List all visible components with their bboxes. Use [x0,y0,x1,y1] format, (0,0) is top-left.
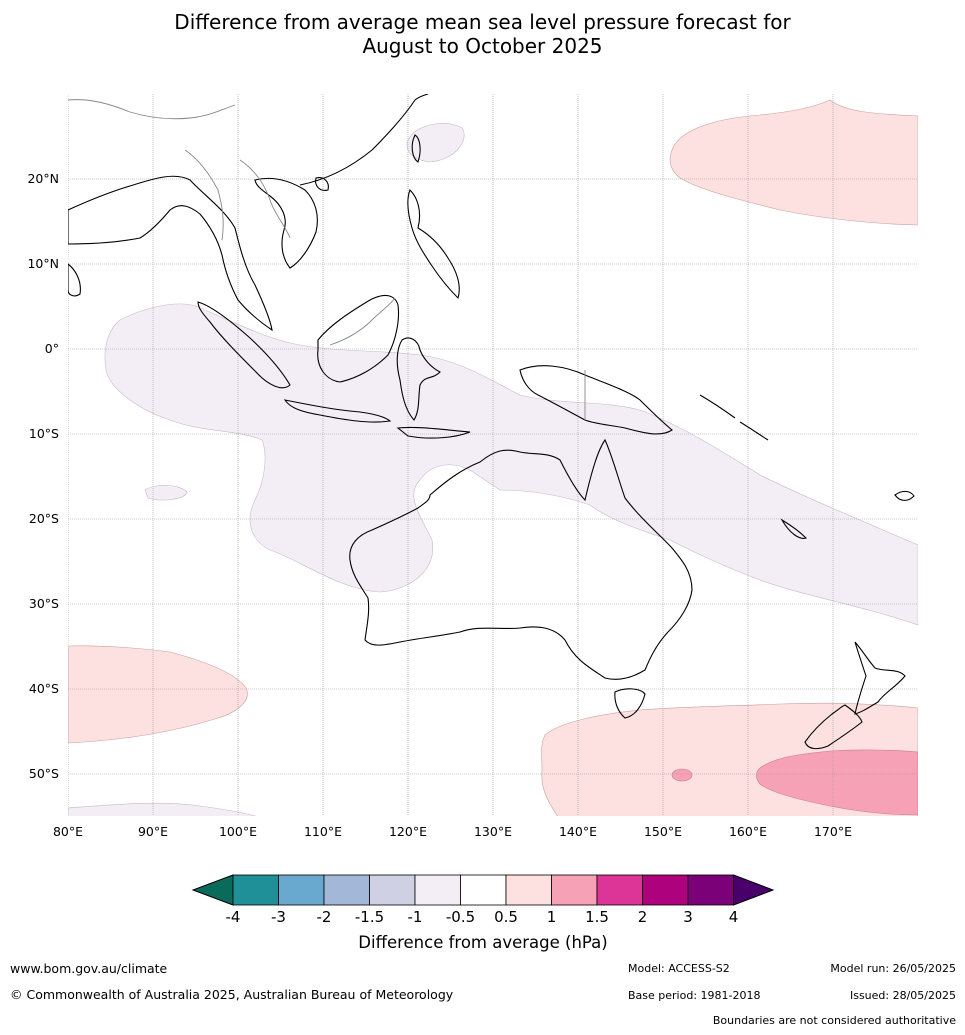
colorbar-swatch [232,874,279,906]
longitude-label: 150°E [644,824,682,839]
pressure-region-pink-northeast [669,99,918,226]
pressure-region-light-purple-tropics [104,303,918,626]
china-coast-outline [299,94,429,186]
australia-outline [349,438,693,680]
colorbar-swatch [460,874,507,906]
longitude-label: 120°E [389,824,427,839]
sri-lanka-outline [68,263,81,297]
colorbar-swatch [596,874,643,906]
boundary-myanmar-thailand [184,149,224,241]
footer-base-period: Base period: 1981-2018 [628,989,761,1002]
coastlines [68,94,915,750]
new-zealand-south-outline [804,704,863,750]
tasmania-outline [614,688,646,719]
pressure-region-pink-strong-southeast [755,749,918,816]
colorbar-swatch [369,874,416,906]
colorbar-tick-label: -3 [271,908,286,926]
fiji-outline [894,490,915,501]
title-line-1: Difference from average mean sea level p… [174,10,791,34]
footer-copyright: © Commonwealth of Australia 2025, Austra… [10,987,454,1002]
anomaly-regions [68,99,918,816]
latitude-label: 10°S [29,426,59,441]
longitude-label: 160°E [729,824,767,839]
title-line-2: August to October 2025 [362,34,603,58]
hainan-outline [315,177,329,191]
boundary-himalaya [68,99,236,120]
colorbar-tick-label: -2 [317,908,332,926]
colorbar-title: Difference from average (hPa) [358,933,607,952]
footer-website[interactable]: www.bom.gov.au/climate [10,961,168,976]
latitude-label: 0° [45,341,59,356]
java-outline [283,399,392,423]
colorbar-tick-label: 4 [729,908,739,926]
colorbar-tick-label: -4 [226,908,241,926]
colorbar-swatch [414,874,461,906]
colorbar-swatch [687,874,734,906]
borneo-outline [317,294,400,383]
new-caledonia-outline [780,518,808,539]
longitude-labels: 80°E 90°E 100°E 110°E 120°E 130°E 140°E 150°E 16… [53,824,852,839]
latitude-label: 20°S [29,511,59,526]
latitude-label: 50°S [29,766,59,781]
colorbar-tick-label: 1.5 [585,908,609,926]
colorbar-tick-label: -0.5 [446,908,475,926]
solomon-islands-outline [699,394,769,441]
boundary-borneo [329,297,396,346]
colorbar-swatch [505,874,552,906]
colorbar-swatch [278,874,325,906]
boundary-laos-vietnam [239,159,291,239]
colorbar-tick-label: 2 [638,908,648,926]
colorbar-tick-label: -1.5 [355,908,384,926]
lesser-sunda-islands-outline [396,426,471,439]
latitude-label: 30°S [29,596,59,611]
footer-issued: Issued: 28/05/2025 [849,989,956,1002]
map-plot-area [68,94,918,816]
colorbar-arrow-high [733,874,775,906]
longitude-label: 140°E [559,824,597,839]
sumatra-outline [197,301,291,389]
longitude-label: 130°E [474,824,512,839]
indochina-east-outline [254,177,318,269]
mainland-southeast-asia-outline [68,175,273,332]
longitude-label: 100°E [219,824,257,839]
colorbar-tick-label: -1 [408,908,423,926]
taiwan-outline [411,134,421,163]
footer-model: Model: ACCESS-S2 [628,962,730,975]
latitude-labels: 20°N 10°N 0° 10°S 20°S 30°S 40°S 50°S [27,171,59,781]
philippines-outline [407,189,460,300]
longitude-label: 80°E [53,824,83,839]
country-boundaries [68,99,586,420]
colorbar-swatch [642,874,689,906]
latitude-label: 20°N [27,171,59,186]
pressure-region-light-purple-small [144,485,188,501]
colorbar-tick-label: 1 [547,908,557,926]
map-title: Difference from average mean sea level p… [0,10,965,58]
longitude-label: 90°E [138,824,168,839]
footer-model-run: Model run: 26/05/2025 [830,962,956,975]
colorbar-swatch [551,874,598,906]
colorbar-tick-label: 0.5 [494,908,518,926]
latitude-label: 10°N [27,256,59,271]
pressure-region-pink-strong-small [671,768,693,782]
colorbar: -4 -3 -2 -1.5 -1 -0.5 0.5 1 1.5 2 3 4 [191,874,775,926]
sulawesi-outline [396,337,441,421]
new-zealand-north-outline [854,641,906,715]
pressure-region-pink-southwest [68,645,248,744]
footer-disclaimer: Boundaries are not considered authoritat… [712,1014,956,1027]
colorbar-swatch [323,874,370,906]
latitude-label: 40°S [29,681,59,696]
pressure-region-light-purple-north [406,123,465,163]
colorbar-arrow-low [191,874,234,906]
pressure-region-light-purple-south [68,802,257,816]
gridlines [68,94,918,816]
longitude-label: 110°E [304,824,342,839]
longitude-label: 170°E [814,824,852,839]
colorbar-tick-label: 3 [683,908,693,926]
